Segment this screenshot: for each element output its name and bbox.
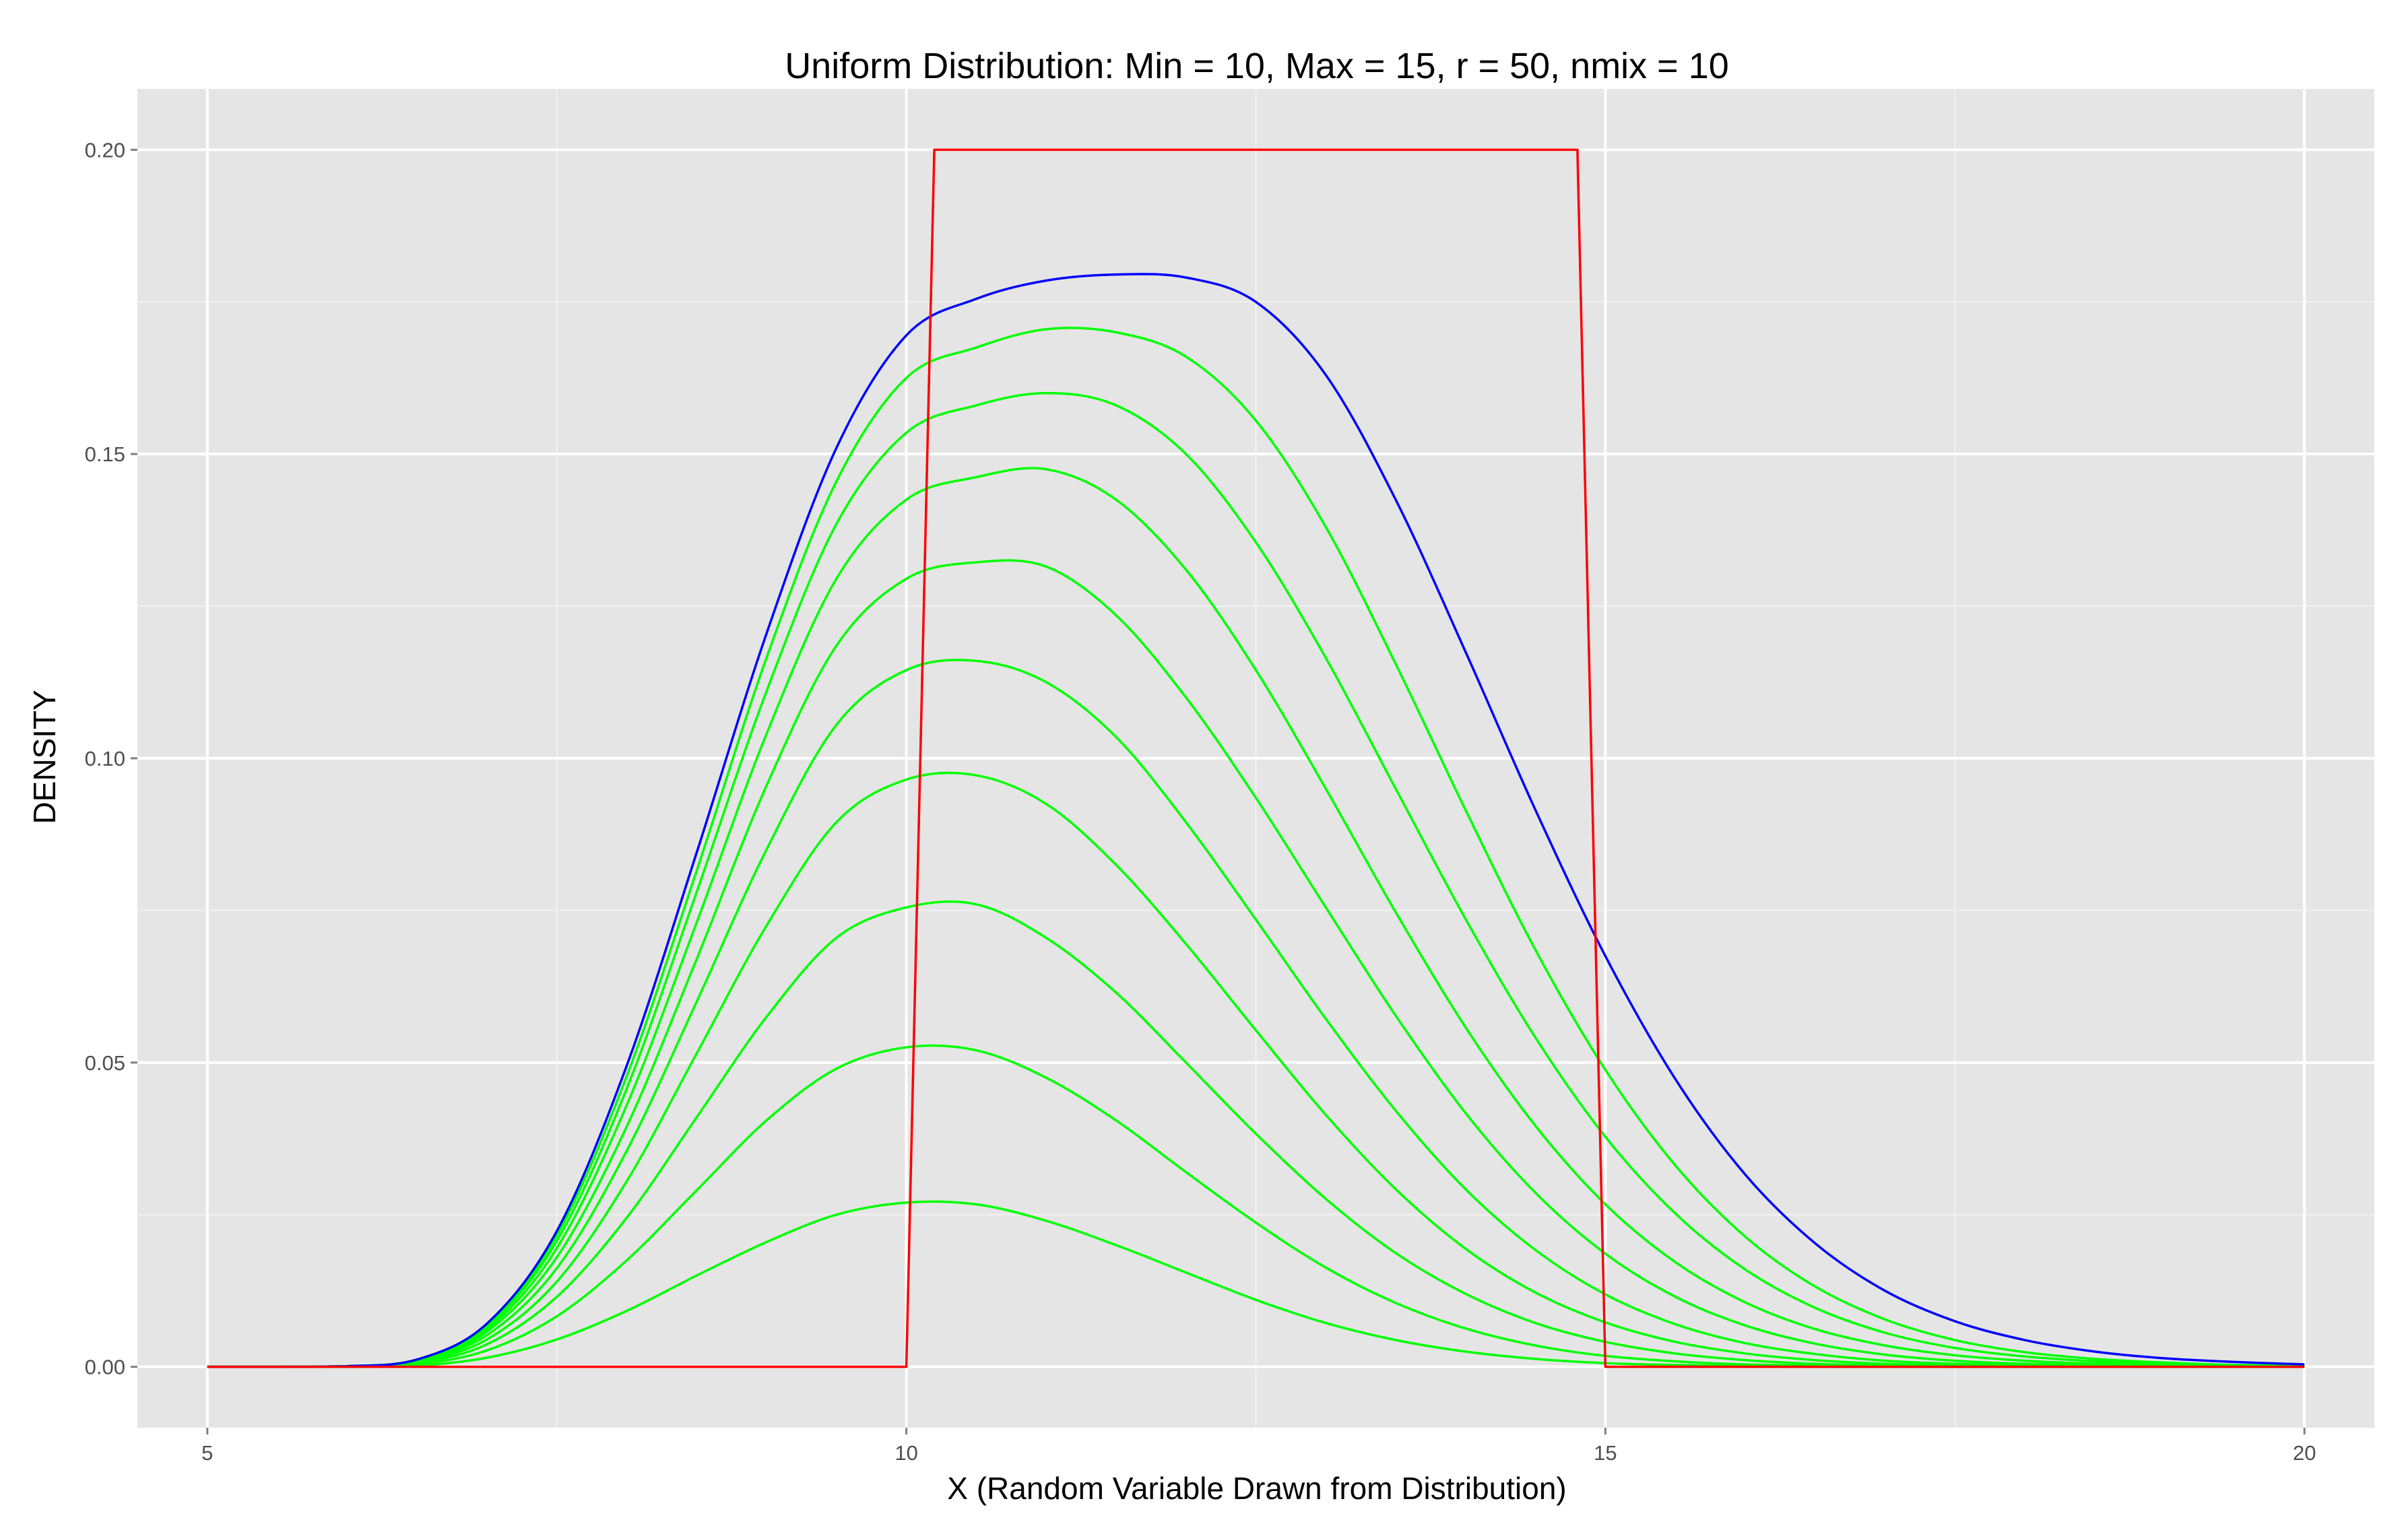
green-series-line-8 bbox=[207, 392, 2305, 1368]
y-tick-label: 0.20 bbox=[85, 138, 125, 162]
red-series-line bbox=[207, 148, 2305, 1368]
y-tick-label: 0.15 bbox=[85, 442, 125, 466]
y-tick-label: 0.00 bbox=[85, 1356, 125, 1379]
series-layer bbox=[207, 148, 2305, 1368]
green-series-line-7 bbox=[207, 467, 2305, 1368]
y-tick-label: 0.05 bbox=[85, 1051, 125, 1075]
green-series-line-6 bbox=[207, 559, 2305, 1368]
green-series-line-4 bbox=[207, 771, 2305, 1368]
x-axis-ticks: 5 10 15 20 bbox=[201, 1428, 2316, 1465]
chart-title: Uniform Distribution: Min = 10, Max = 15… bbox=[785, 46, 1729, 86]
x-tick-label: 20 bbox=[2293, 1441, 2316, 1465]
x-tick-label: 15 bbox=[1594, 1441, 1617, 1465]
green-series-line-9 bbox=[207, 327, 2305, 1368]
blue-series-line bbox=[207, 273, 2305, 1368]
x-tick-label: 10 bbox=[894, 1441, 917, 1465]
y-tick-label: 0.10 bbox=[85, 747, 125, 770]
y-axis-ticks: 0.00 0.05 0.10 0.15 0.20 bbox=[85, 138, 137, 1379]
x-axis-label: X (Random Variable Drawn from Distributi… bbox=[947, 1471, 1566, 1506]
y-axis-label: DENSITY bbox=[27, 690, 62, 824]
green-series-line-5 bbox=[207, 659, 2305, 1368]
x-tick-label: 5 bbox=[201, 1441, 213, 1465]
